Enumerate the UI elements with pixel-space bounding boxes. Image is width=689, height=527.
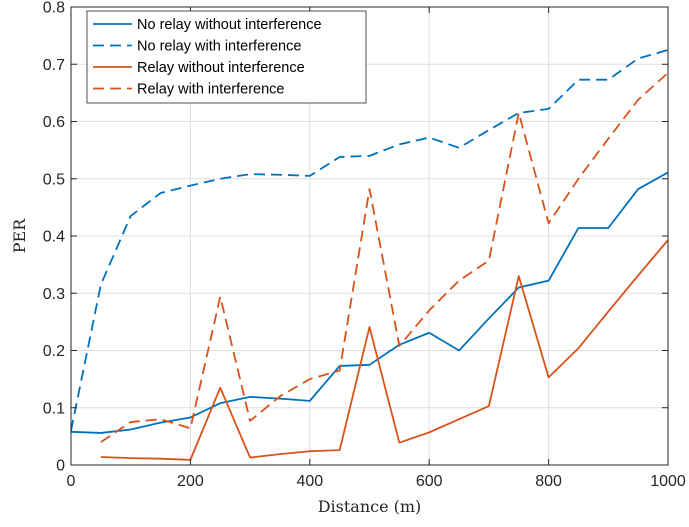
x-tick-label: 0 <box>67 473 76 490</box>
series-line-4 <box>100 72 669 443</box>
legend-label-1: No relay without interference <box>137 17 322 33</box>
x-tick-label: 800 <box>535 473 562 490</box>
series-line-1 <box>70 171 669 434</box>
tick-marks <box>70 6 669 466</box>
legend-label-4: Relay with interference <box>137 82 285 98</box>
x-tick-labels: 0 200 400 600 800 1000 <box>67 473 686 490</box>
y-axis-title: PER <box>10 218 29 253</box>
legend-label-2: No relay with interference <box>137 39 301 55</box>
y-tick-label: 0 <box>56 458 65 475</box>
y-tick-label: 0.3 <box>43 286 65 303</box>
x-tick-label: 400 <box>296 473 323 490</box>
legend-box <box>86 10 367 104</box>
x-tick-label: 200 <box>177 473 204 490</box>
legend: No relay without interference No relay wi… <box>86 10 367 104</box>
y-tick-label: 0.2 <box>43 343 65 360</box>
x-tick-label: 600 <box>416 473 443 490</box>
y-tick-label: 0.6 <box>43 114 65 131</box>
data-series <box>70 49 669 461</box>
x-tick-label: 1000 <box>650 473 686 490</box>
series-line-2 <box>70 49 669 431</box>
y-tick-label: 0.4 <box>43 229 65 246</box>
legend-label-3: Relay without interference <box>137 60 305 76</box>
y-tick-label: 0.5 <box>43 171 65 188</box>
x-axis-title: Distance (m) <box>318 497 422 516</box>
y-tick-label: 0.8 <box>43 0 65 17</box>
y-tick-label: 0.1 <box>43 400 65 417</box>
y-tick-labels: 0 0.1 0.2 0.3 0.4 0.5 0.6 0.7 0.8 <box>43 0 65 475</box>
y-tick-label: 0.7 <box>43 57 65 74</box>
series-line-3 <box>100 239 669 461</box>
